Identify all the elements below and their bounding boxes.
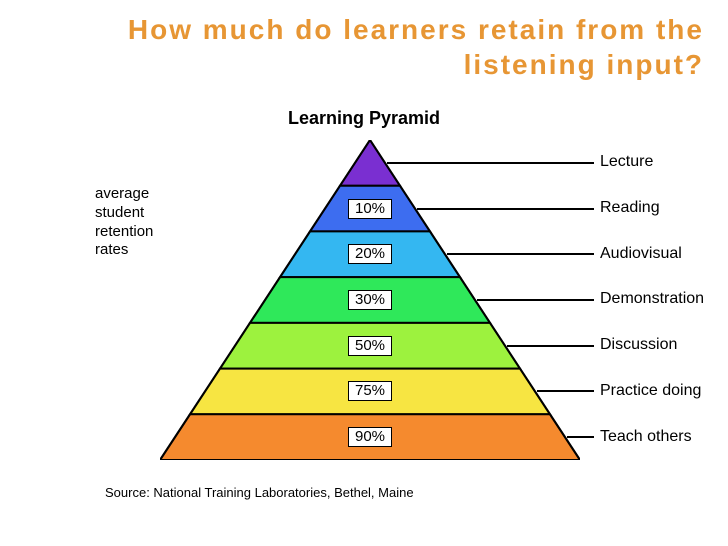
level-label-1: Reading [600, 199, 660, 217]
leader-line-5 [537, 390, 594, 392]
pct-box-2: 20% [348, 244, 392, 264]
source-citation: Source: National Training Laboratories, … [105, 485, 414, 500]
pct-box-6: 90% [348, 427, 392, 447]
pct-box-1: 10% [348, 199, 392, 219]
leader-line-2 [447, 253, 594, 255]
slide-title: How much do learners retain from the lis… [24, 12, 704, 82]
pct-box-5: 75% [348, 381, 392, 401]
pyramid-container: Lecture10%Reading20%Audiovisual30%Demons… [160, 140, 580, 460]
level-label-2: Audiovisual [600, 245, 682, 263]
pct-box-3: 30% [348, 290, 392, 310]
chart-title: Learning Pyramid [0, 108, 728, 129]
pct-box-4: 50% [348, 336, 392, 356]
leader-line-3 [477, 299, 594, 301]
level-label-4: Discussion [600, 336, 677, 354]
leader-line-0 [387, 162, 594, 164]
leader-line-4 [507, 345, 594, 347]
left-retention-label: averagestudentretentionrates [95, 185, 153, 260]
level-label-6: Teach others [600, 428, 692, 446]
leader-line-6 [567, 436, 594, 438]
leader-line-1 [417, 208, 594, 210]
level-label-3: Demonstration [600, 290, 704, 308]
level-label-5: Practice doing [600, 382, 701, 400]
level-label-0: Lecture [600, 153, 653, 171]
